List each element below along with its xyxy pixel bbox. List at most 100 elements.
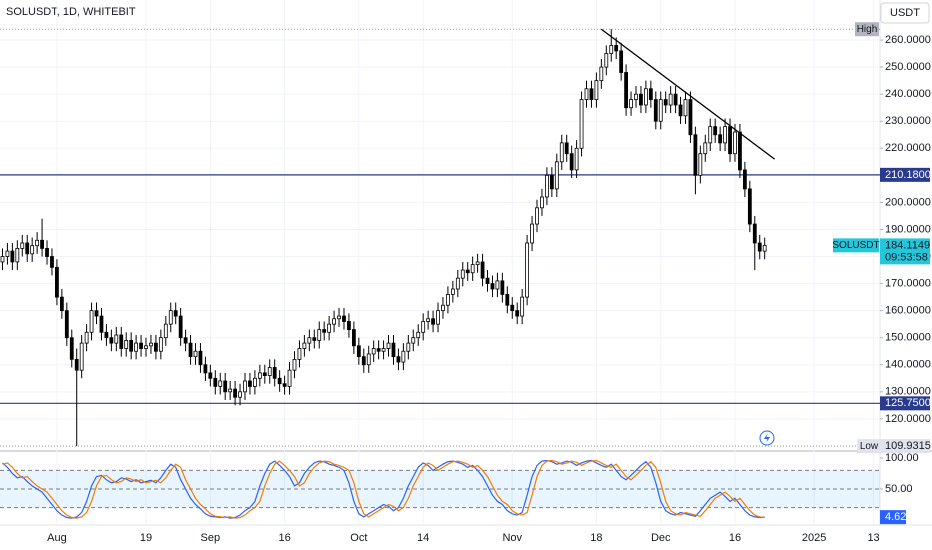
candle-body (584, 88, 589, 100)
candle-body (272, 367, 277, 379)
candle-body (109, 337, 114, 344)
candle-body (500, 280, 505, 295)
low-text: Low (860, 441, 879, 452)
candle-body (332, 318, 336, 325)
candle-body (475, 261, 480, 266)
candle-body (648, 88, 653, 100)
hline-tag (880, 396, 930, 411)
candle-body (391, 342, 396, 358)
candle-body (307, 337, 312, 344)
symbol-name: SOLUSDT (832, 240, 879, 251)
stoch-value: 4.62 (885, 511, 906, 523)
candle-body (728, 126, 732, 155)
candle-body (465, 269, 470, 274)
x-tick-label: Nov (502, 532, 522, 544)
candle-body (569, 153, 574, 171)
candle-body (203, 364, 208, 374)
candle-body (549, 174, 554, 190)
candle-body (317, 329, 322, 341)
candle-body (386, 342, 391, 349)
candle-body (455, 277, 460, 290)
low-value: 109.9315 (885, 440, 931, 452)
candle-body (520, 296, 525, 317)
candle-body (114, 334, 119, 344)
x-tick-label: 16 (729, 532, 741, 544)
candle-body (762, 244, 767, 252)
candle-body (233, 388, 237, 398)
candle-body (327, 323, 332, 333)
candle-body (713, 126, 718, 136)
candle-body (559, 142, 564, 163)
candle-body (589, 88, 594, 100)
candle-body (683, 99, 688, 117)
candle-body (188, 342, 193, 358)
candle-body (668, 93, 673, 106)
last-price-tag (880, 238, 930, 265)
candle-body (252, 377, 257, 387)
candle-body (401, 350, 406, 363)
candle-body (411, 337, 416, 344)
candle-body (525, 242, 530, 298)
candle-body (173, 310, 178, 317)
candle-body (733, 131, 737, 155)
candle-body (545, 174, 549, 198)
y-tick-label: 250.0000 (885, 61, 931, 73)
candle-body (64, 310, 69, 339)
alert-bolt (764, 433, 770, 443)
high-tag (855, 22, 879, 37)
candle-body (144, 345, 148, 349)
x-tick-label: Dec (651, 532, 671, 544)
candle-body (371, 348, 376, 355)
y-tick-label: 200.0000 (885, 196, 931, 208)
candle-body (416, 331, 421, 339)
currency-button[interactable] (880, 2, 930, 24)
y-tick-label: 240.0000 (885, 88, 931, 100)
candle-body (540, 196, 544, 209)
candle-body (119, 334, 124, 349)
candle-body (366, 353, 371, 366)
x-tick-label: 13 (867, 532, 879, 544)
candle-body (267, 367, 272, 376)
candle-body (40, 239, 44, 249)
stoch-line (2, 459, 765, 519)
candle-body (99, 315, 104, 333)
candle-body (599, 66, 604, 82)
candle-body (25, 242, 30, 255)
candle-body (198, 350, 203, 366)
candle-body (574, 147, 579, 171)
candle-body (742, 169, 747, 190)
y-tick-label: 140.0000 (885, 359, 931, 371)
candle-body (55, 266, 59, 298)
candle-body (139, 342, 143, 349)
last-price: 184.1149 (885, 239, 930, 251)
candle-body (436, 310, 440, 325)
candle-body (530, 223, 534, 244)
candle-body (292, 358, 297, 371)
candle-body (69, 337, 74, 360)
candle-body (158, 337, 163, 352)
candle-body (594, 80, 599, 100)
candle-body (480, 261, 485, 279)
currency-label[interactable]: USDT (890, 7, 920, 19)
y-tick-label: 190.0000 (885, 223, 931, 235)
candle-body (490, 283, 495, 290)
candle-body (535, 207, 539, 225)
x-tick-label: Sep (201, 532, 221, 544)
y-tick-label: 120.0000 (885, 413, 931, 425)
candle-body (20, 242, 25, 249)
candle-body (431, 318, 435, 325)
symbol-tag (833, 238, 879, 253)
x-tick-label: 14 (417, 532, 429, 544)
candle-body (698, 153, 703, 176)
y-tick-label: 130.0000 (885, 386, 931, 398)
candle-body (5, 250, 10, 257)
candle-body (470, 264, 475, 274)
candle-body (15, 248, 20, 263)
candle-body (634, 93, 638, 100)
candle-body (59, 296, 64, 312)
candle-body (505, 294, 510, 306)
x-tick-label: 2025 (802, 532, 826, 544)
candle-body (94, 310, 99, 317)
